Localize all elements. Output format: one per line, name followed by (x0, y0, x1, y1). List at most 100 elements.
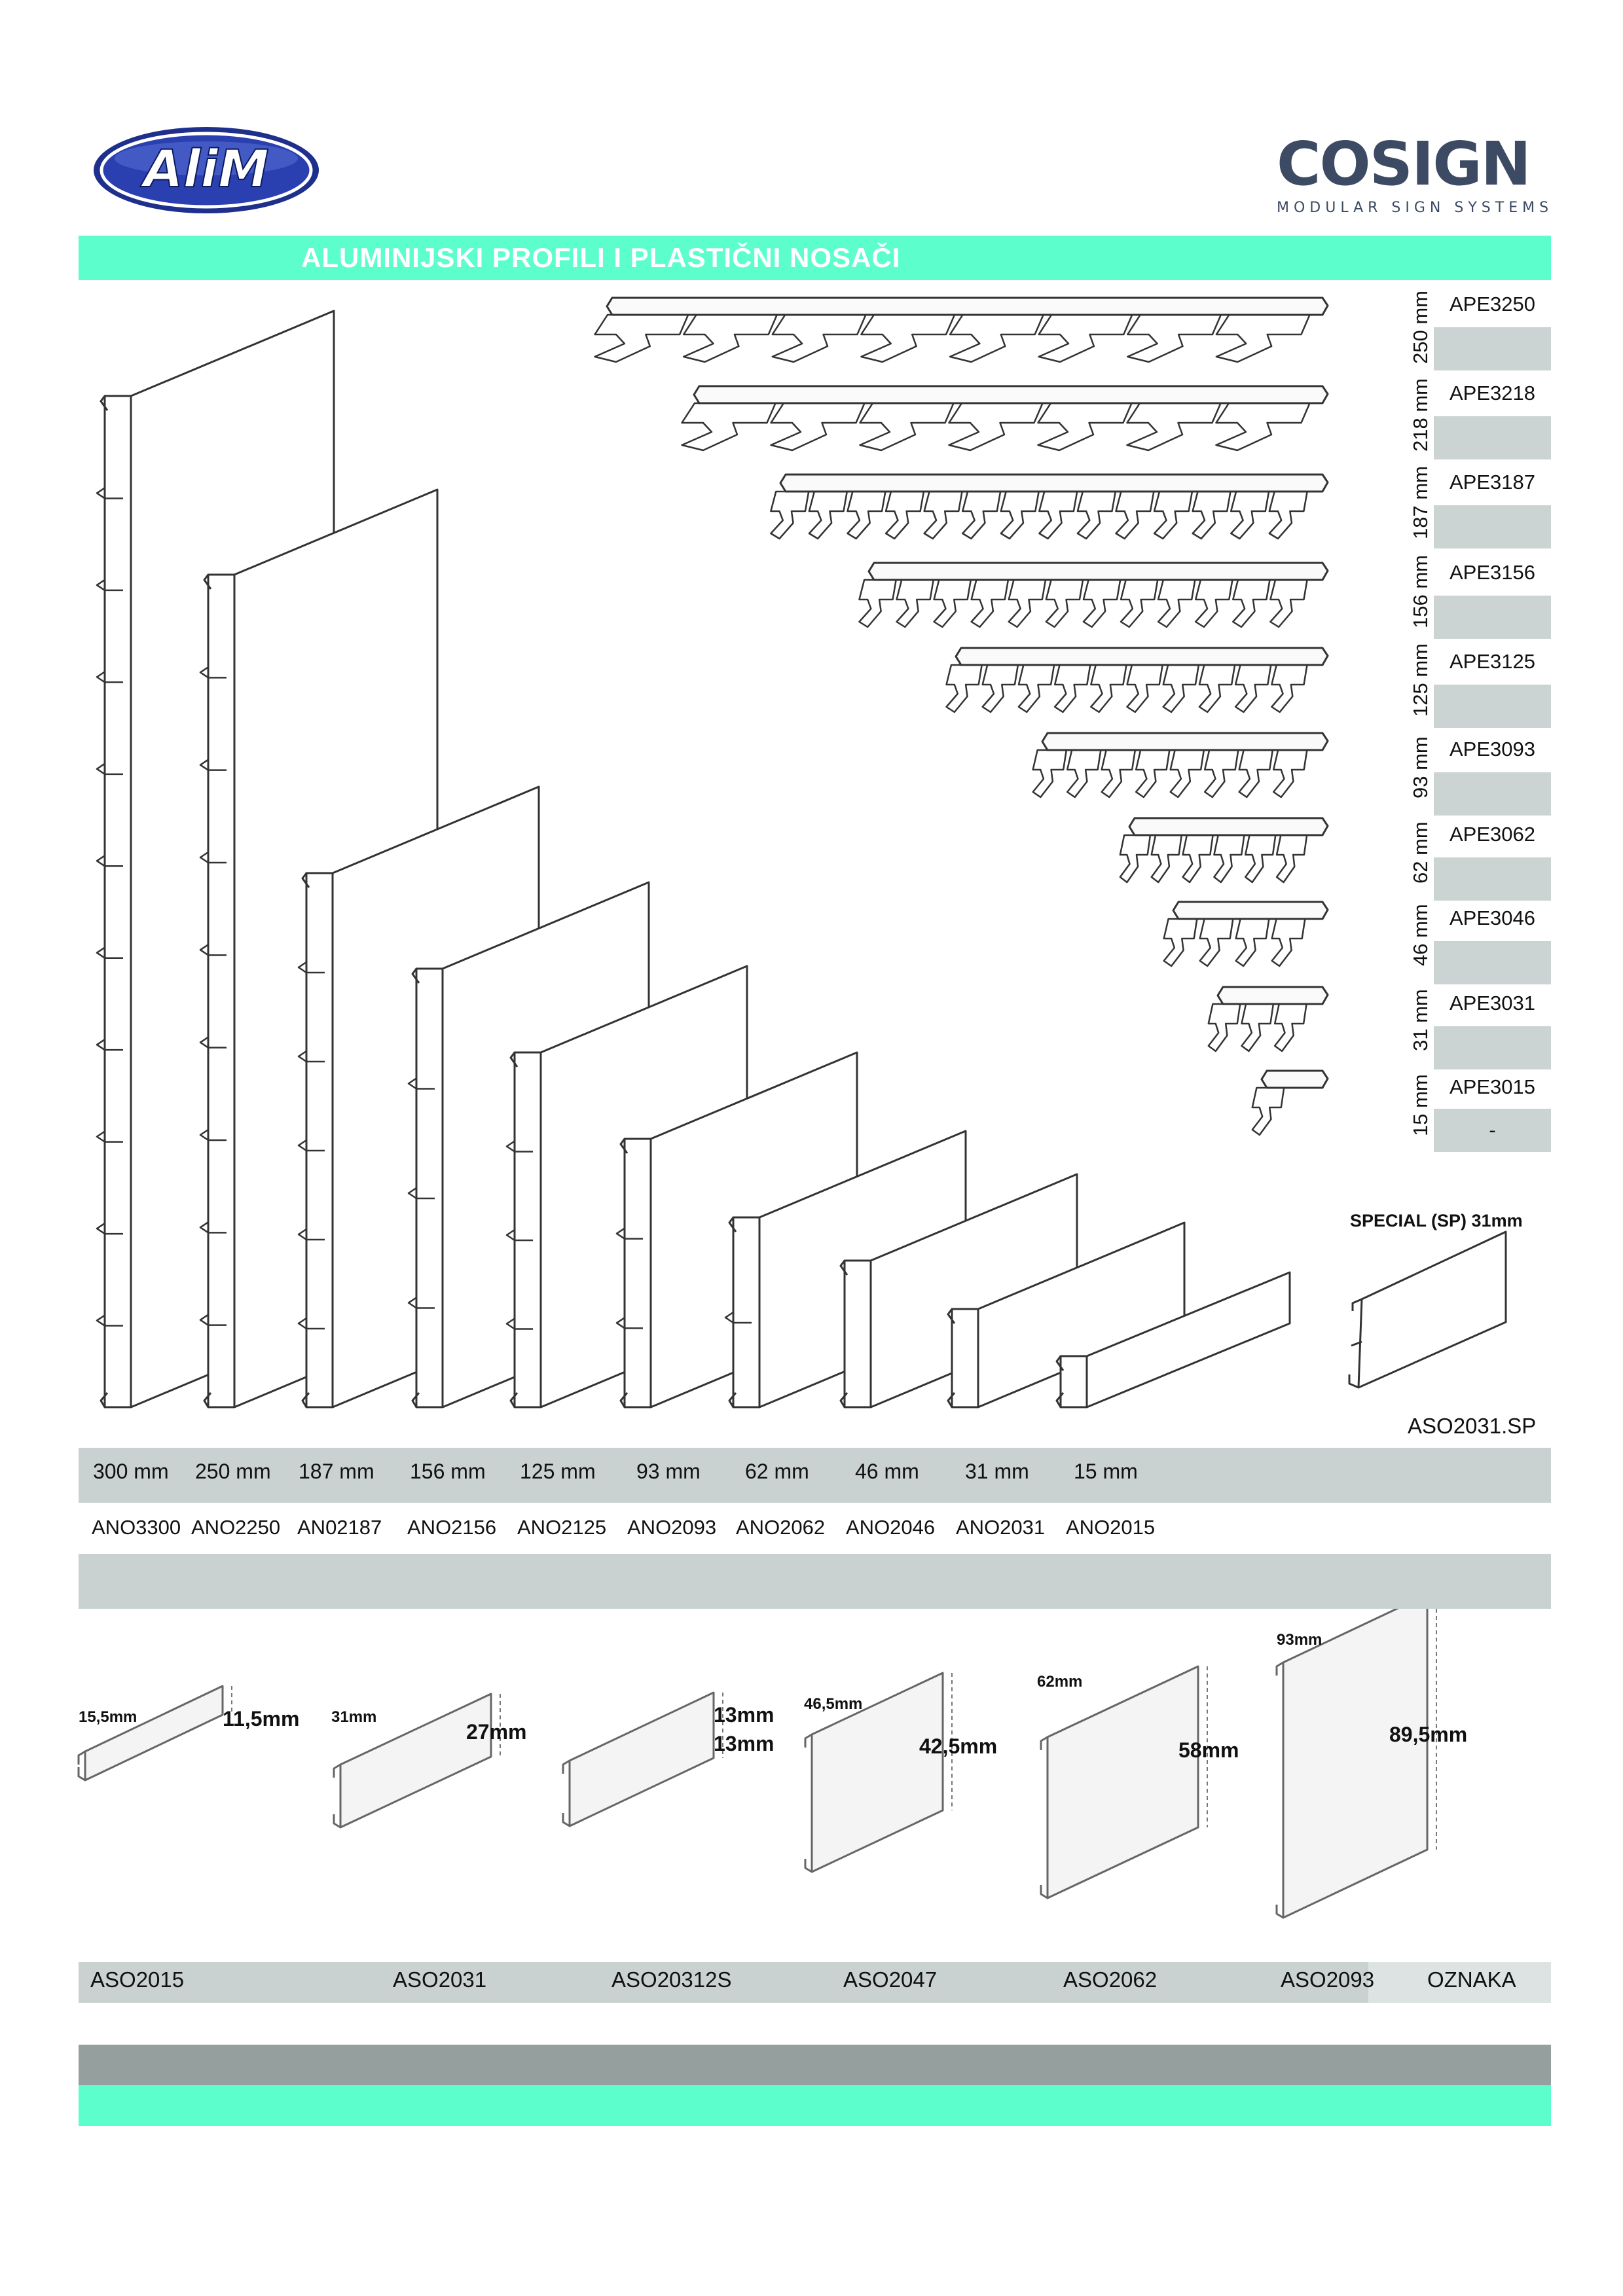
profile-size: 187 mm (299, 1460, 374, 1483)
profile-code: ANO2093 (627, 1516, 717, 1539)
carrier-tooth (884, 490, 925, 540)
carrier-tooth (1215, 314, 1311, 363)
aso-code: ASO2062 (1063, 1967, 1158, 1992)
aso-profile (811, 1672, 944, 1873)
carrier-tooth (770, 490, 810, 540)
carrier-tooth (681, 402, 776, 452)
profile-size: 46 mm (855, 1460, 919, 1483)
profile-code: ANO2156 (407, 1516, 497, 1539)
profile-lip (411, 968, 420, 1408)
profile-code: ANO2250 (191, 1516, 281, 1539)
carrier-tooth (1135, 749, 1171, 798)
carrier-tooth (1076, 490, 1117, 540)
profile-code: ANO2046 (846, 1516, 936, 1539)
carrier-tooth (1241, 1003, 1275, 1052)
aso-profile (339, 1693, 492, 1829)
profile-code: ANO2031 (956, 1516, 1046, 1539)
carrier-tooth (1162, 664, 1200, 713)
carrier-grey-cell: - (1434, 1109, 1551, 1152)
carrier-tooth (1090, 664, 1127, 713)
profile-lip (1055, 1355, 1065, 1408)
carrier-tooth (1272, 749, 1308, 798)
profile-notch (199, 1221, 227, 1234)
profile-notch (297, 1228, 325, 1241)
carrier-tooth (847, 490, 886, 540)
profile-notch (724, 1311, 752, 1324)
carrier-tooth (859, 402, 955, 452)
profile-size: 300 mm (93, 1460, 169, 1483)
carrier-tooth (1038, 314, 1133, 363)
profile-notch (505, 1318, 533, 1330)
profile-notch (297, 961, 325, 974)
aso-code: ASO2015 (90, 1967, 185, 1992)
profile-lip (509, 1052, 519, 1408)
special-profile-lip (1348, 1298, 1362, 1389)
special-code: ASO2031.SP (1408, 1414, 1537, 1438)
carrier-tooth (1213, 834, 1245, 884)
carrier-tooth (1192, 490, 1231, 540)
carrier-tooth (1199, 918, 1234, 967)
svg-text:AliM: AliM (139, 140, 268, 199)
aso-width-caption: 62mm (1037, 1673, 1083, 1691)
carrier-grey-cell (1434, 1026, 1551, 1069)
carrier-tooth (970, 579, 1010, 628)
carrier-tooth (1169, 749, 1205, 798)
carrier-tooth (1235, 918, 1270, 967)
title-band (79, 236, 1551, 280)
carrier-code: APE3015 (1450, 1075, 1535, 1098)
carrier-tooth (1115, 490, 1155, 540)
profile-notch (407, 1187, 435, 1200)
carrier-tooth (1230, 490, 1270, 540)
carrier-tooth (858, 579, 897, 628)
profile-lip (100, 395, 109, 1408)
carrier-tooth (860, 314, 956, 363)
special-profile (1357, 1230, 1507, 1389)
carrier-tooth (1269, 579, 1308, 628)
oznaka-cell (1368, 1962, 1551, 2003)
empty-grey-band (79, 1554, 1551, 1609)
carrier-tooth (1017, 664, 1055, 713)
aso-profile-lip (1040, 1736, 1048, 1899)
carrier-tooth (1238, 749, 1274, 798)
carrier-tooth (1275, 834, 1308, 884)
profile-size: 31 mm (965, 1460, 1029, 1483)
profile-size: 62 mm (745, 1460, 809, 1483)
profile-notch (96, 487, 123, 499)
carrier-tooth (896, 579, 934, 628)
carrier-tooth (1053, 664, 1091, 713)
carrier-tooth (1163, 918, 1198, 967)
carrier-rail (1216, 986, 1329, 1005)
profile-notch (407, 1077, 435, 1090)
aso-profile-lip (77, 1750, 86, 1782)
aso-width-caption: 31mm (331, 1708, 377, 1726)
carrier-grey-cell (1434, 772, 1551, 816)
carrier-tooth (1271, 664, 1308, 713)
aso-width-caption: 46,5mm (804, 1695, 863, 1713)
carrier-tooth (948, 402, 1044, 452)
aso-codes-band (79, 1962, 1551, 2003)
carrier-tooth (1268, 490, 1308, 540)
profile-notch (96, 1223, 123, 1235)
carrier-tooth (1008, 579, 1047, 628)
profile-notch (199, 851, 227, 864)
carrier-tooth (1126, 402, 1222, 452)
carrier-code: APE3093 (1450, 738, 1535, 761)
profile-code: ANO2125 (517, 1516, 607, 1539)
aso-profile-lip (804, 1733, 812, 1873)
carrier-rail (955, 647, 1329, 666)
carrier-code: APE3062 (1450, 823, 1535, 846)
carrier-tooth (1182, 834, 1214, 884)
carrier-tooth (1037, 402, 1133, 452)
profile-notch (407, 1297, 435, 1309)
profile-notch (96, 855, 123, 867)
profile-notch (505, 1140, 533, 1153)
alim-logo: AliM (92, 124, 321, 216)
profile-notch (297, 1317, 325, 1330)
oznaka-label: OZNAKA (1427, 1967, 1516, 1992)
profile-notch (615, 1317, 643, 1329)
profile-code: AN02187 (297, 1516, 382, 1539)
aso-profile (568, 1691, 715, 1827)
carrier-tooth (961, 490, 1002, 540)
profile-size: 125 mm (520, 1460, 596, 1483)
profile-notch (199, 944, 227, 956)
